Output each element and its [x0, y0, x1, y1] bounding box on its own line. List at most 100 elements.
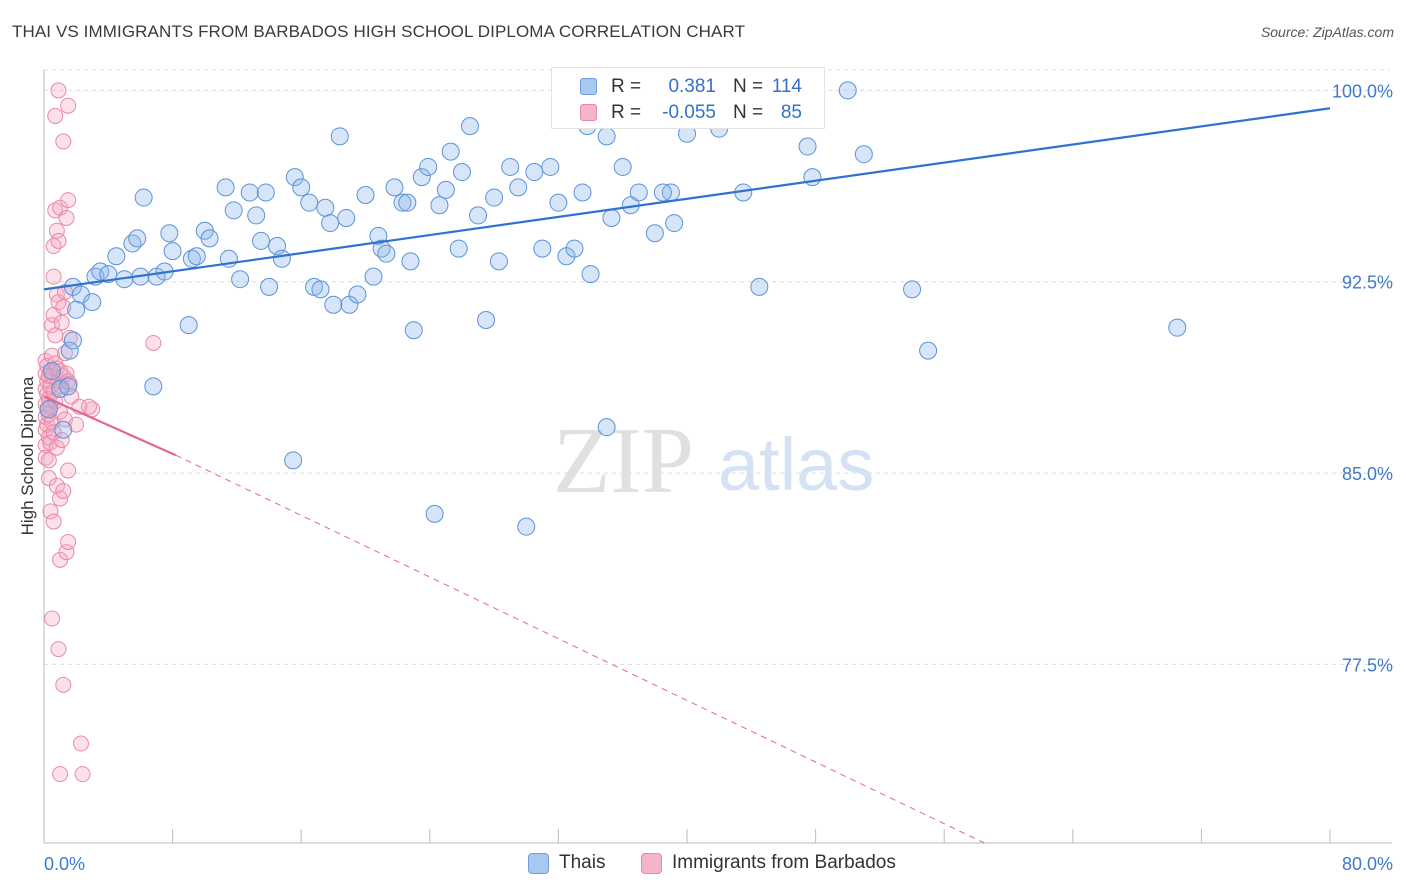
- barbados-point: [47, 107, 64, 124]
- thais-point: [337, 208, 356, 227]
- barbados-point: [60, 462, 77, 479]
- thais-point: [321, 214, 340, 233]
- thais-point: [311, 280, 330, 299]
- trend-lines: [43, 107, 1331, 844]
- barbados-point: [72, 735, 89, 752]
- thais-point: [43, 362, 62, 381]
- legend-label-barbados: Immigrants from Barbados: [672, 852, 896, 873]
- thais-point: [419, 157, 438, 176]
- n-value: 114: [771, 76, 802, 97]
- thais-point: [364, 267, 383, 286]
- barbados-point: [50, 82, 67, 99]
- thais-point: [412, 168, 431, 187]
- axes: [43, 70, 1392, 844]
- thais-point: [134, 188, 153, 207]
- barbados-point: [55, 482, 72, 499]
- thais-point: [356, 186, 375, 205]
- series-legend: Thais Immigrants from Barbados: [0, 851, 1406, 877]
- thais-point: [99, 265, 118, 284]
- thais-point: [597, 127, 616, 146]
- barbados-point: [44, 610, 61, 627]
- thais-point: [573, 183, 592, 202]
- barbados-trend-extension: [175, 454, 985, 844]
- thais-point: [517, 517, 536, 536]
- barbados-point: [58, 209, 75, 226]
- thais-point: [430, 196, 449, 215]
- barbados-point: [55, 133, 72, 150]
- thais-point: [485, 188, 504, 207]
- thais-point: [285, 168, 304, 187]
- thais-point: [441, 142, 460, 161]
- thais-point: [54, 420, 73, 439]
- chart-source: Source: ZipAtlas.com: [1260, 24, 1394, 40]
- y-axis-label: High School Diploma: [18, 376, 37, 535]
- thais-point: [509, 178, 528, 197]
- y-tick-label: 77.5%: [1342, 655, 1393, 675]
- thais-point: [324, 295, 343, 314]
- barbados-point: [145, 334, 162, 351]
- stats-legend: R = 0.381 N = 114 R = -0.055 N = 85: [551, 67, 825, 129]
- tick-labels: 100.0% 92.5% 85.0% 77.5% 0.0% 80.0%: [44, 81, 1393, 874]
- thais-point: [393, 193, 412, 212]
- thais-point: [602, 208, 621, 227]
- thais-point: [123, 234, 142, 253]
- thais-swatch: [580, 78, 597, 95]
- barbados-point: [52, 766, 69, 783]
- thais-point: [107, 247, 126, 266]
- barbados-swatch: [580, 104, 597, 121]
- thais-point: [597, 418, 616, 437]
- chart-title: THAI VS IMMIGRANTS FROM BARBADOS HIGH SC…: [12, 22, 746, 41]
- thais-point: [798, 137, 817, 156]
- thais-point: [533, 239, 552, 258]
- thais-swatch: [528, 853, 549, 874]
- thais-point: [581, 265, 600, 284]
- thais-point: [200, 229, 219, 248]
- thais-point: [489, 252, 508, 271]
- barbados-point: [60, 533, 77, 550]
- barbados-point: [44, 317, 61, 334]
- thais-point: [645, 224, 664, 243]
- thais-point: [903, 280, 922, 299]
- thais-point: [39, 400, 58, 419]
- watermark: ZIP atlas: [553, 409, 874, 513]
- thais-point: [404, 321, 423, 340]
- barbados-point: [48, 477, 65, 494]
- thais-point: [525, 163, 544, 182]
- thais-point: [348, 285, 367, 304]
- thais-point: [377, 244, 396, 263]
- thais-point: [501, 157, 520, 176]
- thais-point: [452, 163, 471, 182]
- thais-point: [385, 178, 404, 197]
- barbados-point: [48, 222, 65, 239]
- legend-label-thais: Thais: [559, 852, 606, 873]
- legend-row-barbados: R = -0.055 N = 85: [552, 100, 824, 126]
- thais-point: [240, 183, 259, 202]
- thais-point: [549, 193, 568, 212]
- barbados-point: [55, 676, 72, 693]
- thais-point: [838, 81, 857, 100]
- thais-point: [179, 316, 198, 335]
- thais-point: [469, 206, 488, 225]
- thais-point: [224, 201, 243, 220]
- thais-point: [163, 242, 182, 261]
- barbados-point: [50, 641, 67, 658]
- n-value: 85: [780, 102, 802, 123]
- barbados-point: [45, 513, 62, 530]
- thais-point: [144, 377, 163, 396]
- barbados-point: [58, 544, 75, 561]
- thais-point: [59, 377, 78, 396]
- thais-point: [436, 180, 455, 199]
- thais-point: [160, 224, 179, 243]
- watermark-atlas: atlas: [718, 423, 874, 506]
- thais-point: [67, 300, 86, 319]
- y-tick-label: 100.0%: [1332, 81, 1393, 101]
- thais-point: [256, 183, 275, 202]
- watermark-zip: ZIP: [553, 409, 694, 513]
- thais-point: [316, 198, 335, 217]
- thais-point: [247, 206, 266, 225]
- thais-point: [398, 193, 417, 212]
- thais-point: [216, 178, 235, 197]
- thais-point: [128, 229, 147, 248]
- barbados-point: [60, 97, 77, 114]
